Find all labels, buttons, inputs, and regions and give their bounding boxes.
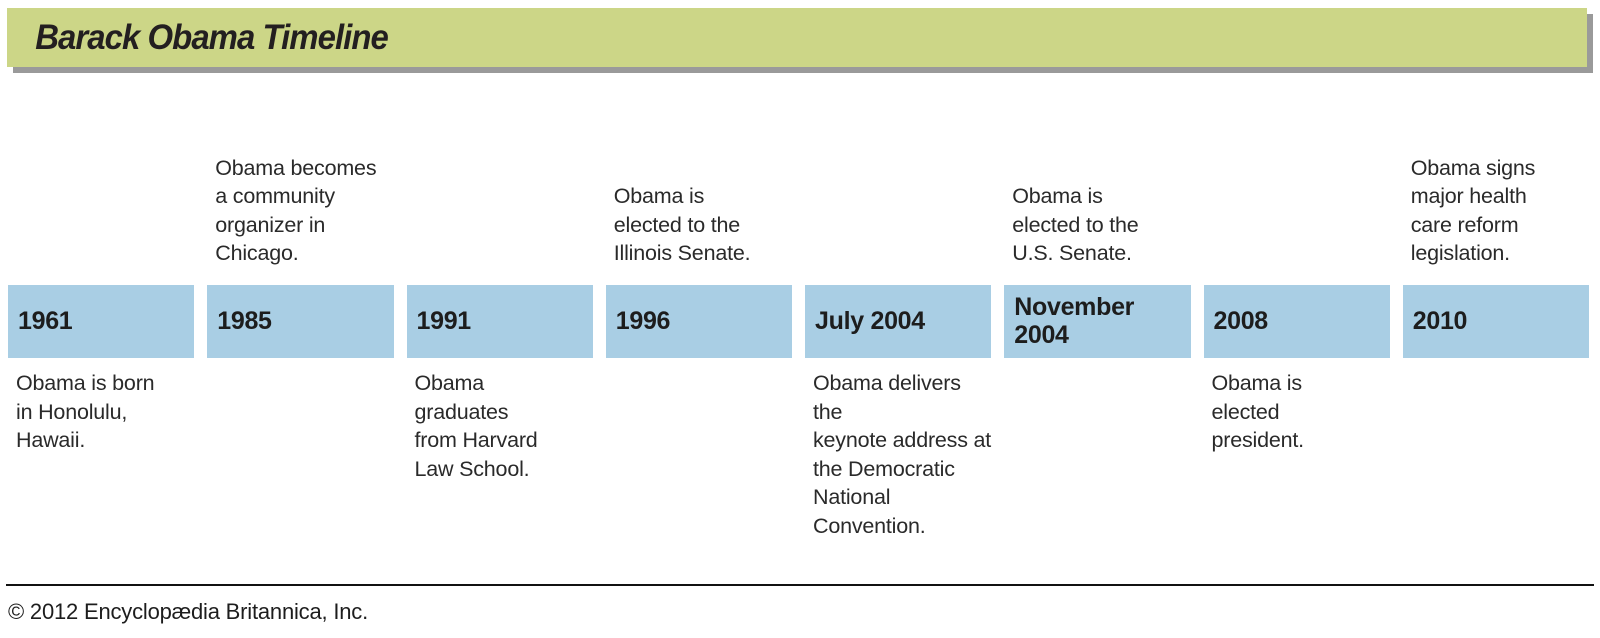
event-date-box: 1985 bbox=[207, 285, 394, 358]
event-date: 2010 bbox=[1412, 306, 1468, 335]
page-title: Barack Obama Timeline bbox=[35, 17, 389, 57]
event-description-slot bbox=[1204, 130, 1390, 285]
event-description: Obama is elected to the Illinois Senate. bbox=[613, 184, 751, 266]
event-description-slot bbox=[207, 358, 393, 541]
event-description: Obama becomes a community organizer in C… bbox=[215, 155, 377, 266]
event-date-box: 2008 bbox=[1203, 285, 1390, 358]
timeline-event-1985: Obama becomes a community organizer in C… bbox=[207, 130, 394, 541]
footer-divider bbox=[6, 584, 1594, 586]
event-description-slot: Obama is elected to the U.S. Senate. bbox=[1004, 130, 1190, 285]
event-date-box: 1961 bbox=[8, 285, 195, 358]
event-description-slot: Obama is elected to the Illinois Senate. bbox=[606, 130, 792, 285]
copyright-notice: © 2012 Encyclopædia Britannica, Inc. bbox=[8, 599, 368, 624]
timeline-event-november-2004: Obama is elected to the U.S. Senate. Nov… bbox=[1004, 130, 1191, 541]
event-description-slot bbox=[407, 130, 593, 285]
event-date: 1991 bbox=[416, 306, 472, 335]
title-bar: Barack Obama Timeline bbox=[7, 8, 1587, 67]
event-date-box: 1996 bbox=[605, 285, 792, 358]
event-description-slot bbox=[1403, 358, 1589, 541]
timeline-event-1991: 1991 Obama graduates from Harvard Law Sc… bbox=[406, 130, 593, 541]
event-date-box: November 2004 bbox=[1004, 285, 1191, 358]
event-description-slot: Obama becomes a community organizer in C… bbox=[207, 130, 393, 285]
event-description: Obama graduates from Harvard Law School. bbox=[414, 371, 538, 481]
event-date: November 2004 bbox=[1014, 293, 1135, 349]
event-date: 1985 bbox=[217, 306, 272, 335]
event-date-box: July 2004 bbox=[805, 285, 992, 358]
event-description: Obama signs major health care reform leg… bbox=[1410, 155, 1536, 266]
timeline-event-2008: 2008 Obama is elected president. bbox=[1203, 130, 1390, 541]
timeline-event-1996: Obama is elected to the Illinois Senate.… bbox=[605, 130, 792, 541]
event-description-slot: Obama is born in Honolulu, Hawaii. bbox=[8, 358, 194, 541]
event-date: 1996 bbox=[615, 306, 671, 335]
event-description-slot: Obama graduates from Harvard Law School. bbox=[407, 358, 593, 541]
event-date: July 2004 bbox=[815, 306, 925, 335]
event-date: 1961 bbox=[18, 306, 73, 335]
event-date-box: 1991 bbox=[406, 285, 593, 358]
timeline-event-1961: 1961 Obama is born in Honolulu, Hawaii. bbox=[8, 130, 195, 541]
event-description: Obama is born in Honolulu, Hawaii. bbox=[16, 371, 155, 453]
timeline-event-july-2004: July 2004 Obama delivers the keynote add… bbox=[805, 130, 991, 541]
event-description-slot: Obama signs major health care reform leg… bbox=[1403, 130, 1589, 285]
event-description: Obama delivers the keynote address at th… bbox=[813, 371, 992, 538]
event-description-slot: Obama is elected president. bbox=[1204, 358, 1390, 541]
event-description: Obama is elected to the U.S. Senate. bbox=[1012, 184, 1139, 266]
event-date: 2008 bbox=[1213, 306, 1269, 335]
timeline: 1961 Obama is born in Honolulu, Hawaii. … bbox=[8, 130, 1589, 541]
event-date-box: 2010 bbox=[1402, 285, 1589, 358]
timeline-event-2010: Obama signs major health care reform leg… bbox=[1402, 130, 1589, 541]
event-description-slot bbox=[8, 130, 194, 285]
event-description-slot bbox=[606, 358, 792, 541]
event-description: Obama is elected president. bbox=[1211, 371, 1305, 453]
event-description-slot: Obama delivers the keynote address at th… bbox=[805, 358, 991, 541]
event-description-slot bbox=[1004, 358, 1190, 541]
event-description-slot bbox=[805, 130, 991, 285]
